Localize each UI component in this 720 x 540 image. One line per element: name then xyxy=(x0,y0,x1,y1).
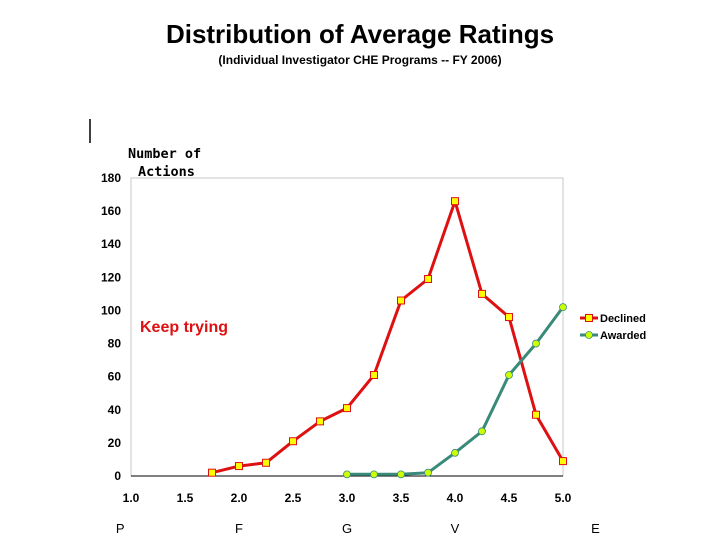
legend-label-awarded: Awarded xyxy=(600,330,646,342)
data-point-declined xyxy=(208,468,216,477)
data-point-awarded xyxy=(478,427,486,436)
x-tick-label: 1.0 xyxy=(123,491,140,505)
data-point-awarded xyxy=(370,470,378,479)
data-point-awarded xyxy=(451,448,459,457)
x-tick-label: 2.5 xyxy=(285,491,302,505)
data-point-declined xyxy=(424,274,432,283)
data-point-awarded xyxy=(532,339,540,348)
data-point-awarded xyxy=(397,470,405,479)
data-point-declined xyxy=(316,417,324,426)
y-tick-label: 60 xyxy=(108,370,122,384)
data-point-declined xyxy=(478,289,486,298)
chart-subtitle: (Individual Investigator CHE Programs --… xyxy=(218,53,501,67)
data-point-declined xyxy=(397,296,405,305)
y-tick-label: 80 xyxy=(108,337,122,351)
data-point-declined xyxy=(289,437,297,446)
legend-marker-awarded xyxy=(585,331,593,339)
x-tick-label: 1.5 xyxy=(177,491,194,505)
y-tick-label: 180 xyxy=(101,171,121,185)
data-point-declined xyxy=(343,404,351,413)
data-point-awarded xyxy=(559,303,567,312)
grade-label-v: V xyxy=(451,521,460,536)
legend-label-declined: Declined xyxy=(600,313,646,325)
y-tick-label: 20 xyxy=(108,436,122,450)
data-point-declined xyxy=(370,371,378,380)
y-tick-label: 40 xyxy=(108,403,122,417)
legend-marker-declined xyxy=(585,314,593,322)
x-tick-label: 3.0 xyxy=(339,491,356,505)
y-tick-label: 0 xyxy=(114,469,121,483)
y-tick-label: 140 xyxy=(101,237,121,251)
chart-title: Distribution of Average Ratings xyxy=(166,19,554,49)
annotation-keep-trying: Keep trying xyxy=(140,319,228,336)
y-tick-label: 100 xyxy=(101,303,121,317)
grade-label-p: P xyxy=(116,521,125,536)
y-axis-label-line-1: Number of xyxy=(128,146,201,162)
y-tick-label: 160 xyxy=(101,204,121,218)
data-point-declined xyxy=(505,313,513,322)
data-point-declined xyxy=(262,458,270,467)
y-tick-label: 120 xyxy=(101,270,121,284)
grade-label-e: E xyxy=(591,521,600,536)
data-point-awarded xyxy=(343,470,351,479)
data-point-declined xyxy=(532,410,540,419)
x-tick-label: 3.5 xyxy=(393,491,410,505)
data-point-awarded xyxy=(505,371,513,379)
x-tick-label: 4.0 xyxy=(447,491,464,505)
x-tick-label: 5.0 xyxy=(555,491,572,505)
x-tick-label: 2.0 xyxy=(231,491,248,505)
grade-label-f: F xyxy=(235,521,243,536)
y-axis-label-line-2: Actions xyxy=(138,164,195,180)
series-line-declined xyxy=(211,199,565,475)
data-point-declined xyxy=(235,462,243,471)
grade-label-g: G xyxy=(342,521,352,536)
data-point-declined xyxy=(559,457,567,466)
legend: Declined Awarded xyxy=(580,313,646,342)
data-point-awarded xyxy=(424,468,432,477)
data-point-declined xyxy=(451,197,459,206)
x-tick-label: 4.5 xyxy=(501,491,518,505)
